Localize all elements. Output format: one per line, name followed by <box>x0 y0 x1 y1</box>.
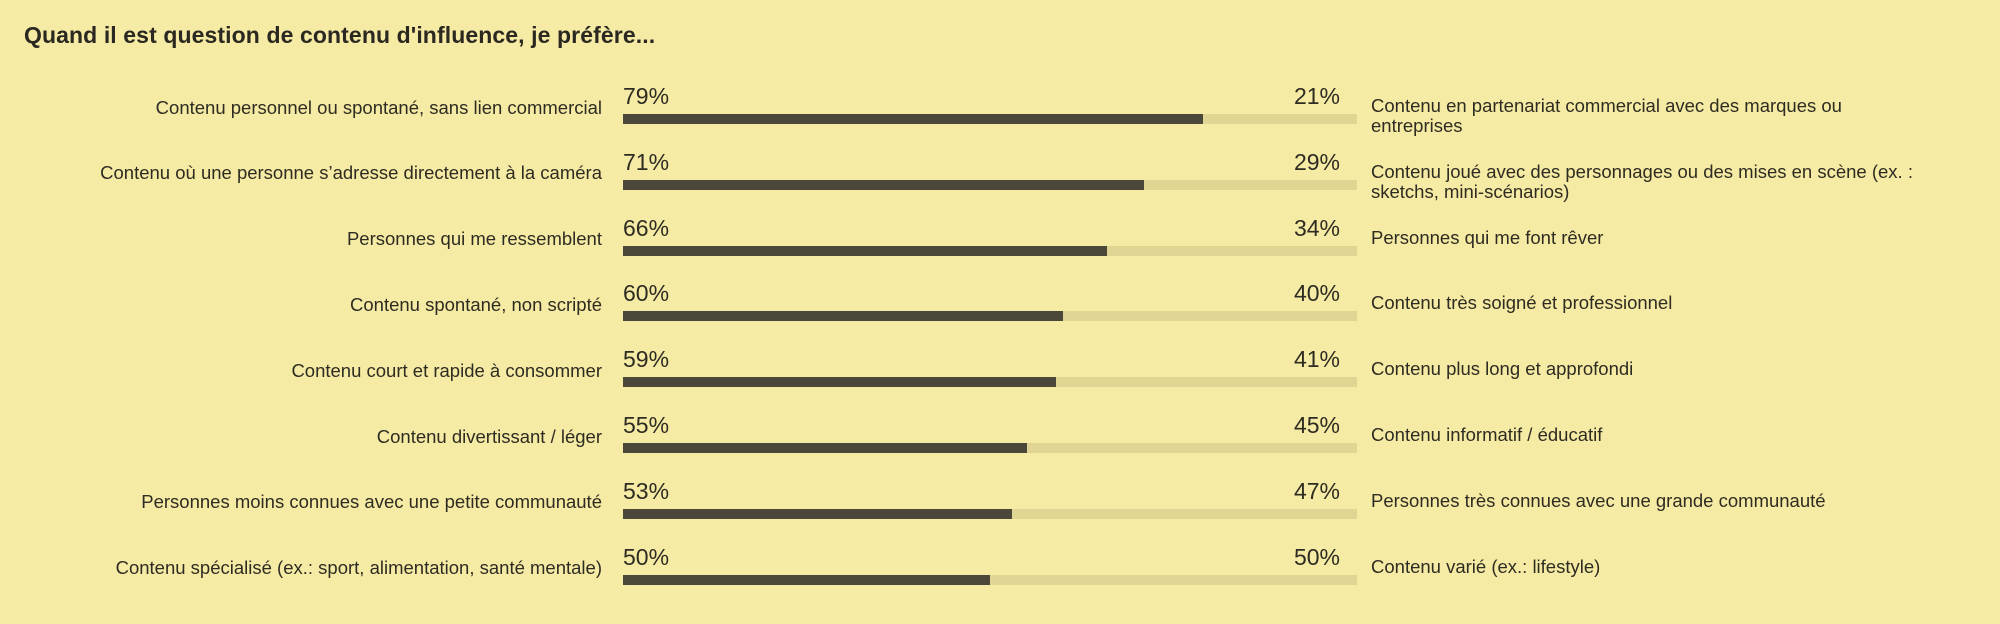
bar-left-segment <box>623 311 1064 322</box>
left-option-text: Contenu spontané, non scripté <box>350 293 602 315</box>
bar-left-segment <box>623 114 1203 124</box>
chart-row: Contenu court et rapide à consommer 59% 41… <box>0 347 2000 413</box>
left-option-text: Contenu court et rapide à consommer <box>291 359 602 381</box>
right-option-label: Contenu en partenariat commercial avec d… <box>1371 95 1842 136</box>
right-option-label: Personnes qui me font rêver <box>1371 226 1604 248</box>
right-percent-label: 40% <box>1293 280 1340 307</box>
bar-right-segment <box>623 179 1357 190</box>
chart-row: Personnes qui me ressemblent 66% 34% Person… <box>0 216 2000 282</box>
left-option-text: Contenu divertissant / léger <box>376 425 602 447</box>
left-option-label: Contenu court et rapide à consommer <box>60 347 602 393</box>
left-option-text: Contenu où une personne s’adresse direct… <box>100 162 602 184</box>
bar-right-segment <box>623 311 1357 322</box>
right-option-label: Contenu très soigné et professionnel <box>1371 292 1673 314</box>
left-option-label: Personnes qui me ressemblent <box>60 216 602 262</box>
right-option-label: Contenu informatif / éducatif <box>1371 424 1603 445</box>
right-percent-label: 45% <box>1293 412 1340 438</box>
left-option-text: Personnes moins connues avec une petite … <box>141 491 602 513</box>
right-option-label: Personnes très connues avec une grande c… <box>1371 489 1826 511</box>
chart-row: Contenu spécialisé (ex.: sport, alimenta… <box>0 545 2000 611</box>
left-option-label: Contenu personnel ou spontané, sans lien… <box>60 84 602 130</box>
right-percent-label: 21% <box>1293 83 1340 109</box>
left-option-label: Contenu où une personne s’adresse direct… <box>60 150 602 196</box>
chart-row: Personnes moins connues avec une petite … <box>0 479 2000 545</box>
chart-row: Contenu où une personne s’adresse direct… <box>0 150 2000 216</box>
bar-left-segment <box>623 245 1108 256</box>
right-percent-label: 34% <box>1293 214 1340 241</box>
left-option-label: Contenu divertissant / léger <box>60 413 602 459</box>
bar-left-segment <box>623 508 1013 519</box>
bar-right-segment <box>623 508 1357 519</box>
left-percent-label: 50% <box>623 543 670 570</box>
right-percent-label: 50% <box>1293 543 1340 570</box>
left-percent-label: 60% <box>623 280 670 307</box>
left-option-text: Personnes qui me ressemblent <box>346 228 602 250</box>
chart-row: Contenu personnel ou spontané, sans lien… <box>0 84 2000 150</box>
right-option-label: Contenu joué avec des personnages ou des… <box>1371 160 1913 202</box>
left-option-label: Contenu spécialisé (ex.: sport, alimenta… <box>60 545 602 591</box>
right-percent-label: 29% <box>1293 148 1340 175</box>
left-option-text: Contenu spécialisé (ex.: sport, alimenta… <box>115 557 602 579</box>
left-option-label: Personnes moins connues avec une petite … <box>60 479 602 525</box>
chart-title: Quand il est question de contenu d'influ… <box>24 22 656 48</box>
left-option-text: Contenu personnel ou spontané, sans lien… <box>155 96 602 118</box>
bar-left-segment <box>623 574 990 585</box>
right-option-label: Contenu varié (ex.: lifestyle) <box>1371 555 1601 577</box>
bar-left-segment <box>623 377 1057 388</box>
bar-left-segment <box>623 179 1145 190</box>
chart-row: Contenu divertissant / léger 55% 45% Conten… <box>0 413 2000 479</box>
bar-right-segment <box>623 443 1357 453</box>
right-percent-label: 41% <box>1293 346 1340 373</box>
bar-right-segment <box>623 245 1357 256</box>
left-percent-label: 55% <box>623 412 670 438</box>
left-percent-label: 59% <box>623 346 670 373</box>
bar-right-segment <box>623 574 1357 585</box>
left-percent-label: 71% <box>623 148 670 175</box>
left-option-label: Contenu spontané, non scripté <box>60 281 602 327</box>
left-percent-label: 66% <box>623 214 670 241</box>
left-percent-label: 53% <box>623 477 670 504</box>
bar-left-segment <box>623 443 1027 453</box>
right-percent-label: 47% <box>1293 477 1340 504</box>
left-percent-label: 79% <box>623 83 670 109</box>
bar-right-segment <box>623 114 1357 124</box>
chart-row: Contenu spontané, non scripté 60% 40% Conte… <box>0 281 2000 347</box>
bar-right-segment <box>623 377 1357 388</box>
right-option-label: Contenu plus long et approfondi <box>1371 358 1634 380</box>
